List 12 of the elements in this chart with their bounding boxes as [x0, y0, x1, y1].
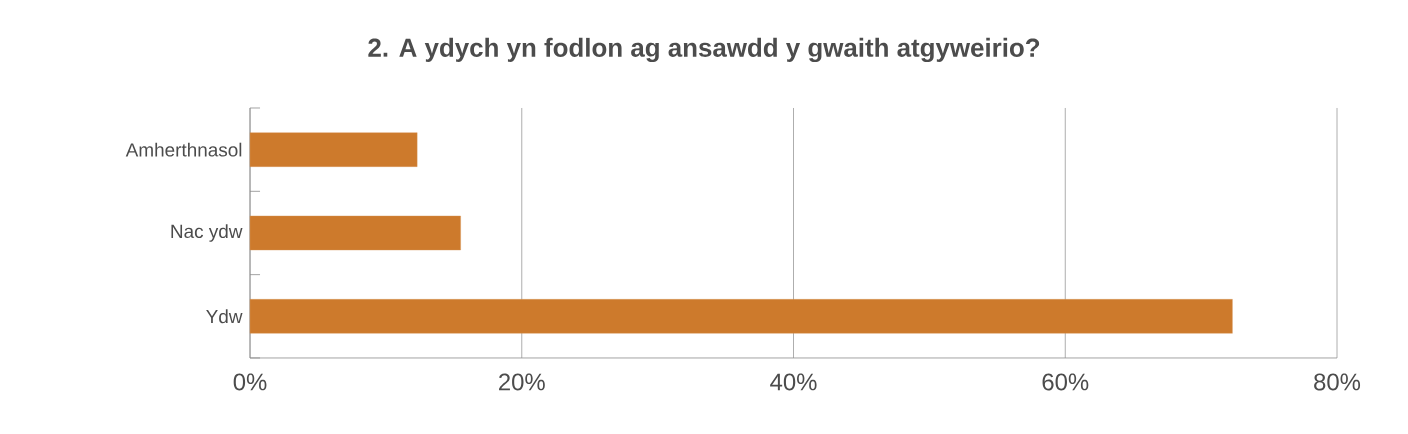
y-tick-label: Amherthnasol: [125, 142, 242, 157]
bar: [249, 299, 1233, 334]
bar: [249, 215, 461, 251]
x-tick-label: 60%: [1042, 373, 1089, 391]
x-tick-label: 0%: [233, 373, 267, 391]
y-tick-label: Ydw: [206, 309, 243, 324]
y-tick-label: Nac ydw: [171, 224, 243, 242]
chart-title: 2. A ydych yn fodlon ag ansawdd y gwaith atgyweirio?: [368, 37, 1040, 63]
x-tick-label: 20%: [499, 373, 545, 391]
x-tick-label: 40%: [770, 373, 817, 391]
x-tick-label: 80%: [1314, 373, 1361, 391]
bar: [249, 132, 418, 167]
